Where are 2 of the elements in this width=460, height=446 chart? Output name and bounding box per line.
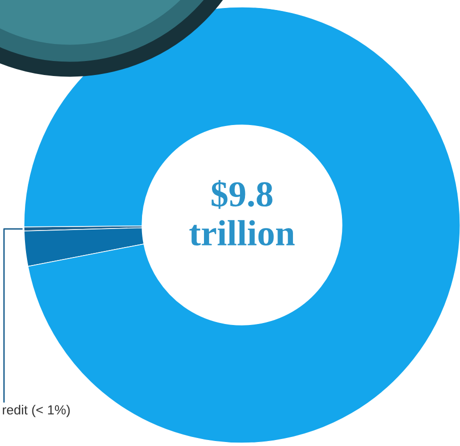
slice-label: redit (< 1%) [2, 404, 70, 418]
text: $9.8 trillion [189, 180, 295, 246]
